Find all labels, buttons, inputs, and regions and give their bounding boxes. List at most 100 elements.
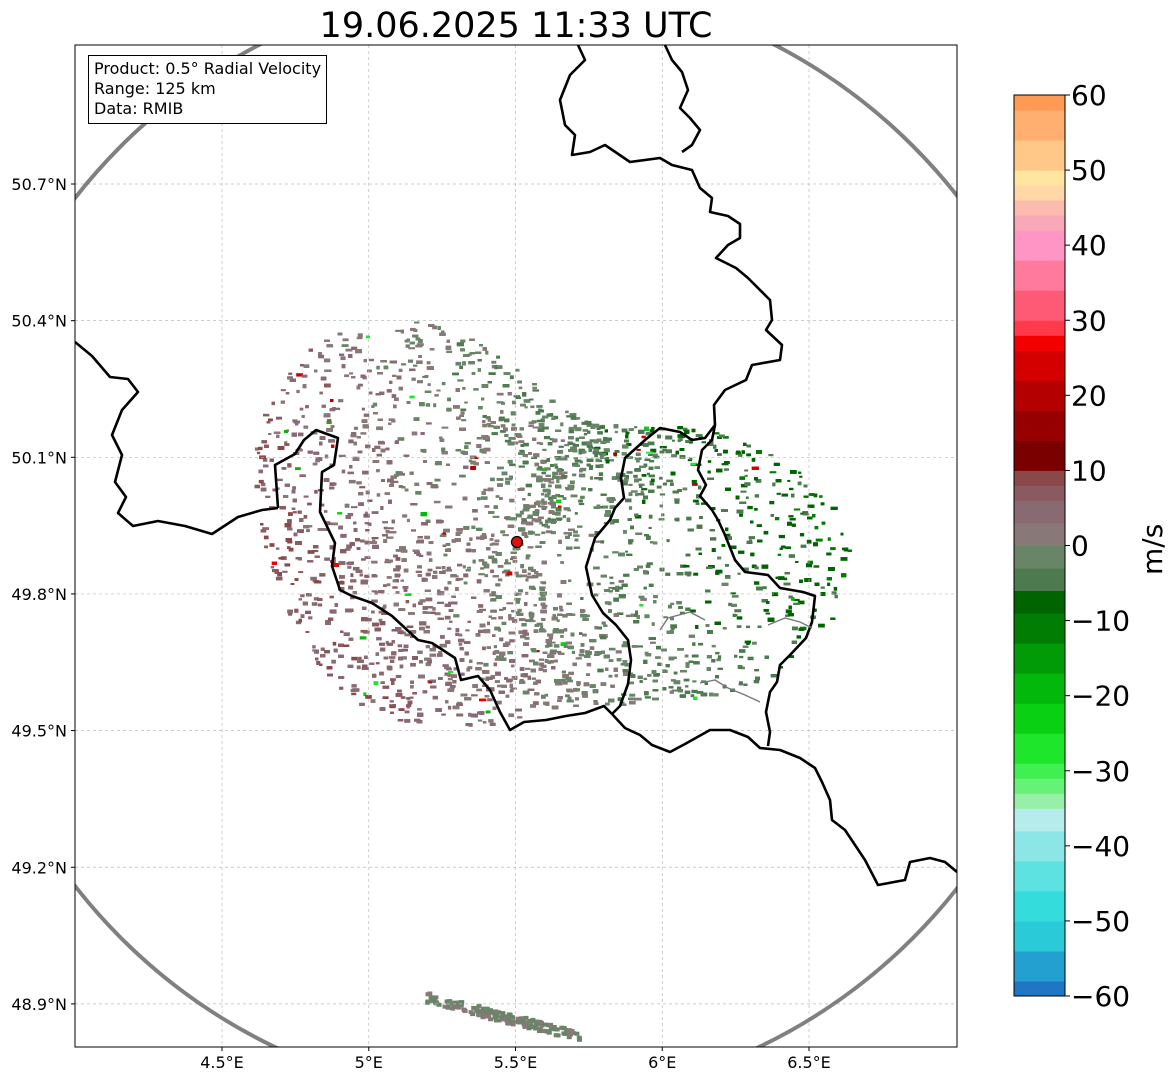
- echo-cell: [646, 562, 653, 566]
- echo-cell: [432, 695, 438, 700]
- echo-cell: [806, 539, 812, 544]
- echo-cell: [314, 489, 318, 494]
- echo-cell: [556, 619, 560, 622]
- echo-cell: [549, 438, 554, 441]
- echo-cell: [263, 535, 269, 540]
- echo-cell: [572, 464, 577, 467]
- echo-cell: [688, 634, 695, 638]
- echo-cell: [538, 505, 545, 508]
- echo-cell: [709, 537, 717, 541]
- echo-cell: [426, 422, 432, 425]
- echo-cell: [562, 680, 568, 685]
- echo-cell: [464, 401, 468, 404]
- echo-cell: [263, 413, 270, 417]
- echo-cell: [324, 454, 329, 459]
- echo-cell: [350, 597, 355, 600]
- echo-cell: [497, 466, 504, 470]
- echo-cell: [361, 558, 366, 561]
- echo-cell: [414, 482, 420, 486]
- echo-cell: [288, 372, 293, 375]
- echo-cell: [568, 426, 575, 431]
- echo-cell: [265, 495, 271, 498]
- echo-cell: [516, 513, 522, 518]
- echo-cell: [340, 356, 346, 361]
- echo-cell: [481, 533, 487, 536]
- echo-cell: [521, 517, 527, 521]
- echo-cell: [640, 490, 644, 495]
- echo-cell: [368, 358, 374, 362]
- echo-cell: [633, 474, 638, 478]
- echo-cell: [711, 644, 716, 648]
- echo-cell: [754, 508, 758, 511]
- echo-cell: [788, 554, 795, 558]
- echo-cell: [608, 459, 615, 462]
- echo-cell: [628, 506, 633, 510]
- echo-cell: [567, 509, 572, 512]
- echo-cell: [815, 538, 823, 542]
- echo-cell: [647, 441, 655, 446]
- echo-cell: [525, 667, 531, 670]
- echo-cell: [341, 469, 346, 474]
- echo-cell: [280, 389, 286, 392]
- echo-cell: [387, 527, 394, 530]
- echo-cell: [597, 668, 604, 673]
- echo-cell: [636, 645, 643, 648]
- echo-cell: [552, 473, 556, 477]
- echo-cell: [771, 592, 779, 597]
- echo-cell: [514, 571, 519, 575]
- echo-cell: [659, 446, 667, 449]
- echo-cell: [528, 421, 534, 425]
- echo-cell: [484, 574, 489, 578]
- echo-cell: [319, 573, 326, 577]
- echo-cell: [487, 698, 493, 702]
- echo-cell: [295, 620, 302, 625]
- echo-cell: [471, 525, 476, 529]
- echo-cell: [666, 539, 670, 543]
- echo-cell: [284, 563, 291, 567]
- echo-cell: [476, 688, 482, 692]
- echo-cell: [496, 355, 501, 359]
- echo-cell: [477, 719, 483, 722]
- echo-cell: [376, 637, 382, 641]
- echo-cell: [254, 447, 259, 451]
- echo-cell: [371, 590, 378, 593]
- echo-cell: [309, 525, 313, 528]
- echo-cell: [364, 511, 368, 516]
- echo-cell: [349, 372, 354, 375]
- echo-cell: [614, 588, 620, 592]
- echo-cell: [417, 380, 423, 384]
- echo-cell: [477, 368, 481, 372]
- echo-cell: [596, 582, 601, 586]
- echo-cell: [609, 497, 615, 500]
- echo-cell: [769, 471, 777, 474]
- echo-cell: [471, 372, 476, 375]
- echo-cell: [562, 614, 568, 618]
- echo-cell: [640, 597, 647, 601]
- echo-cell: [592, 450, 599, 455]
- echo-cell: [467, 566, 471, 569]
- echo-cell: [411, 529, 416, 532]
- echo-cell: [312, 645, 316, 649]
- echo-cell: [616, 612, 624, 615]
- echo-cell: [461, 419, 467, 422]
- echo-cell: [271, 401, 275, 406]
- echo-cell: [800, 544, 807, 548]
- echo-cell: [521, 623, 527, 627]
- echo-cell: [768, 454, 774, 457]
- echo-cell: [270, 566, 275, 569]
- echo-cell: [519, 449, 525, 453]
- echo-cell: [510, 687, 517, 690]
- echo-cell: [564, 444, 570, 447]
- echo-cell: [560, 439, 565, 442]
- echo-cell: [312, 550, 319, 553]
- echo-cell: [494, 658, 501, 661]
- echo-cell: [787, 479, 791, 482]
- echo-cell: [721, 463, 729, 466]
- echo-cell: [400, 549, 408, 553]
- echo-cell: [392, 579, 397, 583]
- echo-cell: [540, 625, 544, 630]
- echo-cell: [600, 540, 605, 544]
- echo-cell: [648, 453, 654, 456]
- echo-cell: [436, 653, 443, 657]
- echo-cell: [544, 693, 549, 697]
